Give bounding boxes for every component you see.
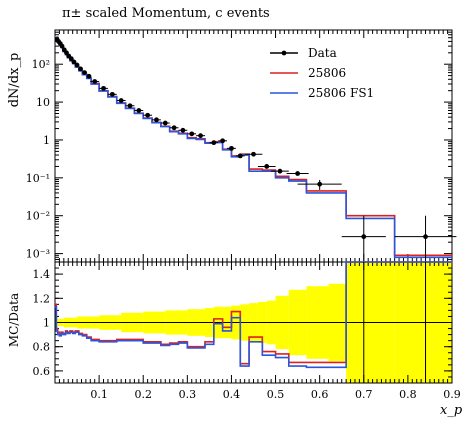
data-point (145, 112, 151, 118)
data-point (101, 85, 106, 91)
x-tick-label: 0.1 (90, 388, 108, 401)
data-point (361, 234, 367, 240)
data-point (220, 138, 226, 144)
mc-step-25806-FS1 (56, 36, 452, 259)
data-point (264, 164, 270, 169)
ratio-y-tick-label: 1 (43, 317, 50, 330)
x-tick-label: 0.7 (355, 388, 373, 401)
legend-marker (281, 50, 287, 56)
data-point (162, 120, 168, 126)
data-point (251, 151, 256, 157)
x-tick-label: 0.4 (223, 388, 241, 401)
legend-label: 25806 FS1 (308, 86, 374, 100)
main-panel: 10⁻³ 10⁻² 10⁻¹ 1 10 10² (26, 29, 457, 263)
chart-title: π± scaled Momentum, c events (62, 6, 270, 21)
ratio-step-25806-FS1 (55, 261, 452, 369)
x-tick-label: 0.9 (443, 388, 461, 401)
data-point (68, 56, 74, 62)
mc-step-25806 (56, 36, 452, 257)
data-point (136, 108, 142, 113)
data-point (198, 133, 203, 139)
data-point (59, 43, 65, 49)
data-point (86, 73, 92, 79)
data-point (317, 181, 323, 187)
data-point (109, 91, 115, 97)
main-y-tick-label: 10 (36, 96, 50, 109)
legend-label: 25806 (308, 66, 346, 80)
ratio-y-axis-label: MC/Data (7, 293, 21, 347)
ratio-panel: 0.1 0.2 0.3 0.4 0.5 0.6 0.7 0.8 0.9 0.6 0.8 1 1.2 1.4 (33, 261, 461, 401)
data-point (295, 171, 301, 176)
x-tick-label: 0.3 (179, 388, 197, 401)
data-point (82, 70, 87, 76)
main-y-axis-label: dN/dx_p (7, 53, 22, 108)
legend-label: Data (308, 46, 337, 60)
data-point (277, 168, 283, 174)
data-point (229, 145, 234, 151)
data-point (237, 153, 243, 159)
x-tick-label: 0.6 (311, 388, 329, 401)
data-point (211, 140, 217, 146)
x-tick-label: 0.5 (267, 388, 285, 401)
data-point (74, 62, 80, 68)
data-point (118, 98, 124, 103)
legend: Data 25806 25806 FS1 (270, 46, 374, 100)
data-point (154, 117, 159, 123)
main-y-tick-label: 10⁻³ (26, 248, 50, 261)
data-point (78, 66, 83, 72)
main-y-tick-label: 10⁻¹ (26, 172, 50, 185)
main-y-tick-label: 10⁻² (26, 210, 50, 223)
main-frame (54, 29, 453, 263)
data-point (127, 103, 133, 109)
ratio-y-tick-label: 0.8 (33, 341, 51, 354)
data-point (189, 131, 195, 137)
x-axis-label: x_p (440, 403, 463, 418)
data-point (180, 127, 186, 133)
data-point (171, 125, 177, 131)
ratio-y-tick-label: 0.6 (33, 365, 51, 378)
main-y-tick-label: 10² (32, 58, 50, 71)
x-tick-label: 0.2 (134, 388, 152, 401)
x-tick-label: 0.8 (399, 388, 417, 401)
main-y-tick-label: 1 (43, 134, 50, 147)
ratio-y-tick-label: 1.2 (33, 292, 51, 305)
data-point (423, 234, 428, 240)
data-point (92, 79, 98, 84)
ratio-y-tick-label: 1.4 (33, 268, 51, 281)
data-point (71, 59, 77, 65)
